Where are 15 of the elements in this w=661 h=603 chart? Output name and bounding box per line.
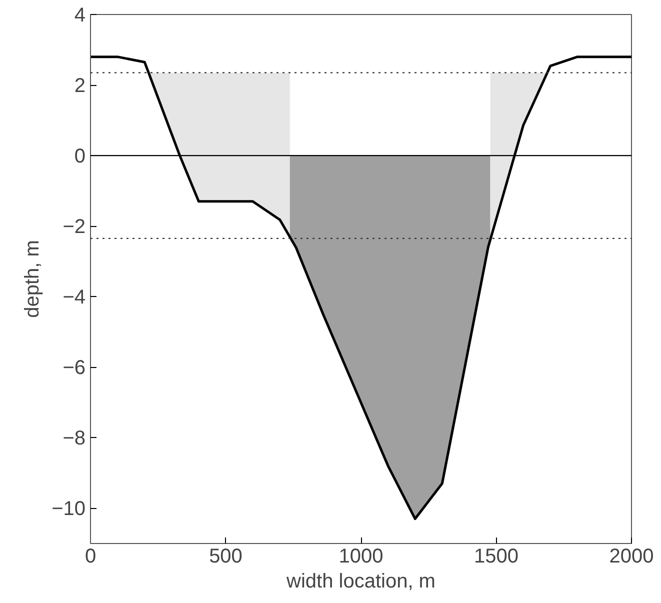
y-axis-title: depth, m: [22, 240, 44, 318]
y-tick-label: 2: [74, 75, 86, 98]
y-tick-label: 4: [74, 4, 86, 26]
x-tick-label: 2000: [609, 546, 654, 568]
x-tick-label: 1000: [338, 546, 384, 568]
x-tick-label: 500: [209, 546, 242, 568]
y-tick-label: −10: [52, 498, 86, 520]
y-tick-label: −8: [62, 428, 86, 450]
y-tick-label: 0: [74, 146, 86, 168]
line-series: [90, 56, 632, 520]
y-tick-label: −6: [62, 357, 86, 380]
x-axis-title: width location, m: [286, 570, 436, 592]
y-tick-label: −4: [62, 286, 86, 309]
y-tick-label: −2: [62, 216, 86, 238]
x-tick-label: 1500: [474, 546, 519, 568]
